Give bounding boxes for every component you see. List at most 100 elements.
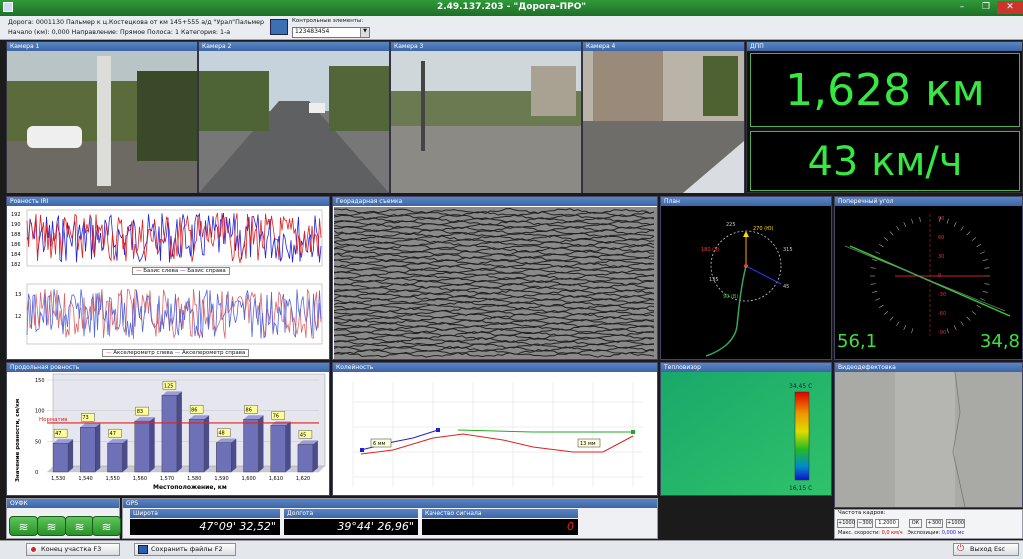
dial-tick-left <box>903 221 907 227</box>
dial-tick-left <box>911 218 914 224</box>
bar-label-box <box>217 428 231 437</box>
georadar-trace <box>334 223 655 229</box>
dial-tick-left <box>872 259 878 262</box>
wifi-icon[interactable]: ≋ <box>9 516 38 536</box>
video-defect-panel: Видеодефектовка <box>834 362 1023 508</box>
camera-3-panel[interactable]: Камера 3 <box>390 41 582 193</box>
georadar-trace <box>334 316 655 322</box>
georadar-panel: Георадарная съемка <box>332 196 658 360</box>
save-files-button[interactable]: Сохранить файлы F2 <box>134 543 236 556</box>
dial-tick-right <box>960 226 964 231</box>
plan-label-315: 315 <box>783 247 793 253</box>
legend-left-accel: Акселерометр слева <box>113 350 174 356</box>
signal-quality-label: Качество сигнала <box>422 509 578 518</box>
camera-3-image <box>391 51 581 193</box>
rut-panel: Колейность 6 мм 13 мм <box>332 362 658 496</box>
bar-side <box>122 439 128 472</box>
georadar-trace <box>334 244 655 250</box>
longitude-label: Долгота <box>284 509 418 518</box>
frame-plus-300-button[interactable]: +300 <box>926 519 943 528</box>
dial-tick-right <box>953 221 957 227</box>
camera-2-title: Камера 2 <box>199 42 389 51</box>
title-bar: 2.49.137.203 - "Дорога-ПРО" – ❐ ✕ <box>0 0 1023 16</box>
wifi-icon[interactable]: ≋ <box>65 516 94 536</box>
georadar-image <box>334 207 657 359</box>
cross-slope-tick: -90 <box>938 330 946 336</box>
wifi-icon[interactable]: ≋ <box>92 516 121 536</box>
iri-series-right <box>26 212 322 263</box>
georadar-trace <box>334 298 655 304</box>
bar <box>270 425 286 473</box>
frame-minus-1000-button[interactable]: +1000 <box>837 519 855 528</box>
georadar-trace <box>334 280 655 287</box>
y-tick-label: 100 <box>35 409 45 415</box>
rut-label-left: 6 мм <box>373 441 386 447</box>
close-button[interactable]: ✕ <box>997 1 1023 14</box>
x-tick-label: 1,530 <box>51 476 65 482</box>
map-icon[interactable] <box>270 19 288 35</box>
exposure-label: Экспозиция: <box>907 530 941 536</box>
bar-side <box>312 440 318 472</box>
app-icon <box>3 2 13 12</box>
dial-tick-right <box>976 243 982 248</box>
wifi-icon[interactable]: ≋ <box>37 516 66 536</box>
georadar-trace <box>334 235 655 241</box>
iri-legend-bottom: — Акселерометр слева — Акселерометр спра… <box>102 349 250 357</box>
latitude-label: Широта <box>130 509 280 518</box>
norm-label: Норматив <box>39 417 68 423</box>
bar-top <box>243 415 264 420</box>
bar-side <box>258 415 264 472</box>
record-icon <box>30 546 37 553</box>
frame-rate-input[interactable]: 1.2000 <box>875 519 899 528</box>
camera-4-title: Камера 4 <box>583 42 744 51</box>
bar-side <box>149 417 155 472</box>
save-files-label: Сохранить файлы F2 <box>151 545 223 553</box>
camera-4-panel[interactable]: Камера 4 <box>582 41 745 193</box>
cross-slope-right-value: 34,8 <box>979 331 1020 352</box>
frame-ok-button[interactable]: ОК <box>909 519 922 528</box>
end-section-button[interactable]: Конец участка F3 <box>26 543 120 556</box>
frame-plus-1000-button[interactable]: +1000 <box>946 519 965 528</box>
bar <box>216 442 232 473</box>
thermal-title: Тепловизор <box>661 363 831 372</box>
frame-rate-label: Частота кадров: <box>838 510 886 516</box>
gps-title: GPS <box>123 499 657 508</box>
cross-slope-gauge: 90 60 30 0 -30 -60 -90 <box>844 214 1011 336</box>
bar <box>107 442 123 473</box>
camera-1-panel[interactable]: Камера 1 <box>6 41 198 193</box>
plan-panel: План 225 270 (Ю) 315 180 (З) 135 90 (В) … <box>660 196 832 360</box>
dial-tick-left <box>883 237 889 241</box>
maximize-button[interactable]: ❐ <box>981 2 991 12</box>
exit-button[interactable]: ⏻ Выход Esc <box>953 543 1019 556</box>
control-select[interactable]: 123483454 ▼ <box>292 27 370 38</box>
dial-tick-left <box>872 290 878 293</box>
long-evenness-panel: Продольная ровность 150 100 50 0 Значение ро… <box>6 362 330 496</box>
cross-slope-tick: 0 <box>938 273 941 279</box>
plan-title: План <box>661 197 831 206</box>
cross-slope-left-value: 56,1 <box>837 331 878 352</box>
dial-tick-left <box>875 298 880 301</box>
dial-tick-left <box>919 216 921 222</box>
x-axis-label: Местоположение, км <box>153 484 227 491</box>
signal-quality-value: 0 <box>422 519 578 535</box>
georadar-trace <box>334 271 655 277</box>
control-select-value: 123483454 <box>295 28 330 35</box>
camera-3-title: Камера 3 <box>391 42 581 51</box>
dial-tick-right <box>946 218 949 224</box>
frame-minus-300-button[interactable]: −300 <box>857 519 873 528</box>
save-icon <box>138 545 148 554</box>
dial-tick-right <box>960 321 964 326</box>
camera-1-image <box>7 51 197 193</box>
road-info-line2: Начало (км): 0,000 Направление: Прямое П… <box>8 29 231 36</box>
camera-2-panel[interactable]: Камера 2 <box>198 41 390 193</box>
iri-ytick-top: 184 <box>11 252 21 258</box>
bar-top <box>107 439 128 444</box>
bar-label-box <box>189 405 204 414</box>
dial-tick-left <box>903 325 907 331</box>
dpp-title: ДПП <box>747 42 1022 51</box>
rut-title: Колейность <box>333 363 657 372</box>
minimize-button[interactable]: – <box>959 2 965 12</box>
iri-legend-top: — Базис слева — Базис справа <box>132 267 230 275</box>
rut-chart: 6 мм 13 мм <box>352 382 643 487</box>
bar-value-label: 125 <box>164 383 174 389</box>
